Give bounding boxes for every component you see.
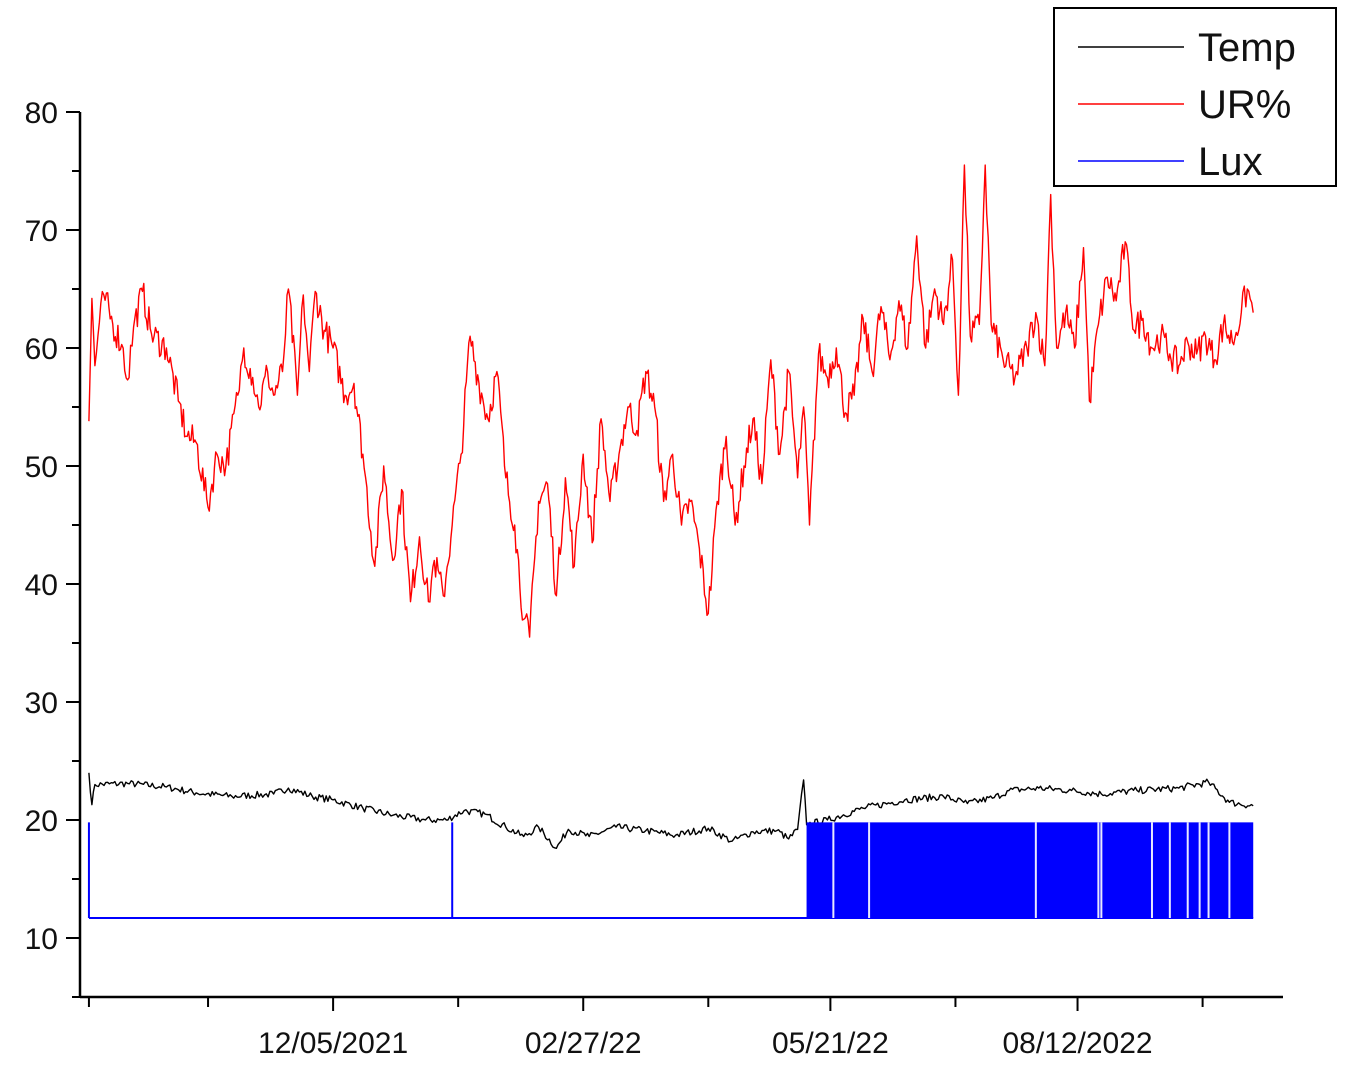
series-ur-line [88, 164, 1254, 638]
y-tick-label: 20 [25, 805, 58, 838]
series-lux [87, 822, 1254, 919]
y-tick-label: 50 [25, 451, 58, 484]
legend: Temp UR% Lux [1053, 7, 1337, 187]
y-tick-label: 10 [25, 923, 58, 956]
x-tick-label: 05/21/22 [772, 1027, 889, 1060]
y-tick-label: 80 [25, 97, 58, 130]
legend-label-ur: UR% [1198, 83, 1291, 127]
legend-box [1053, 7, 1337, 187]
x-tick-label: 02/27/22 [525, 1027, 642, 1060]
legend-label-temp: Temp [1198, 26, 1296, 70]
axes: 10 20 30 40 50 60 70 80 12/05/2021 02/27/22 05/21/… [25, 97, 1283, 1060]
y-tick-label: 30 [25, 687, 58, 720]
series-temp-line [88, 772, 1254, 849]
x-tick-label: 12/05/2021 [258, 1027, 408, 1060]
lux-dense-band [806, 822, 1254, 918]
x-tick-label: 08/12/2022 [1002, 1027, 1152, 1060]
y-tick-label: 40 [25, 569, 58, 602]
legend-label-lux: Lux [1198, 140, 1263, 184]
y-tick-label: 60 [25, 333, 58, 366]
plot-area [87, 164, 1254, 919]
y-tick-label: 70 [25, 215, 58, 248]
